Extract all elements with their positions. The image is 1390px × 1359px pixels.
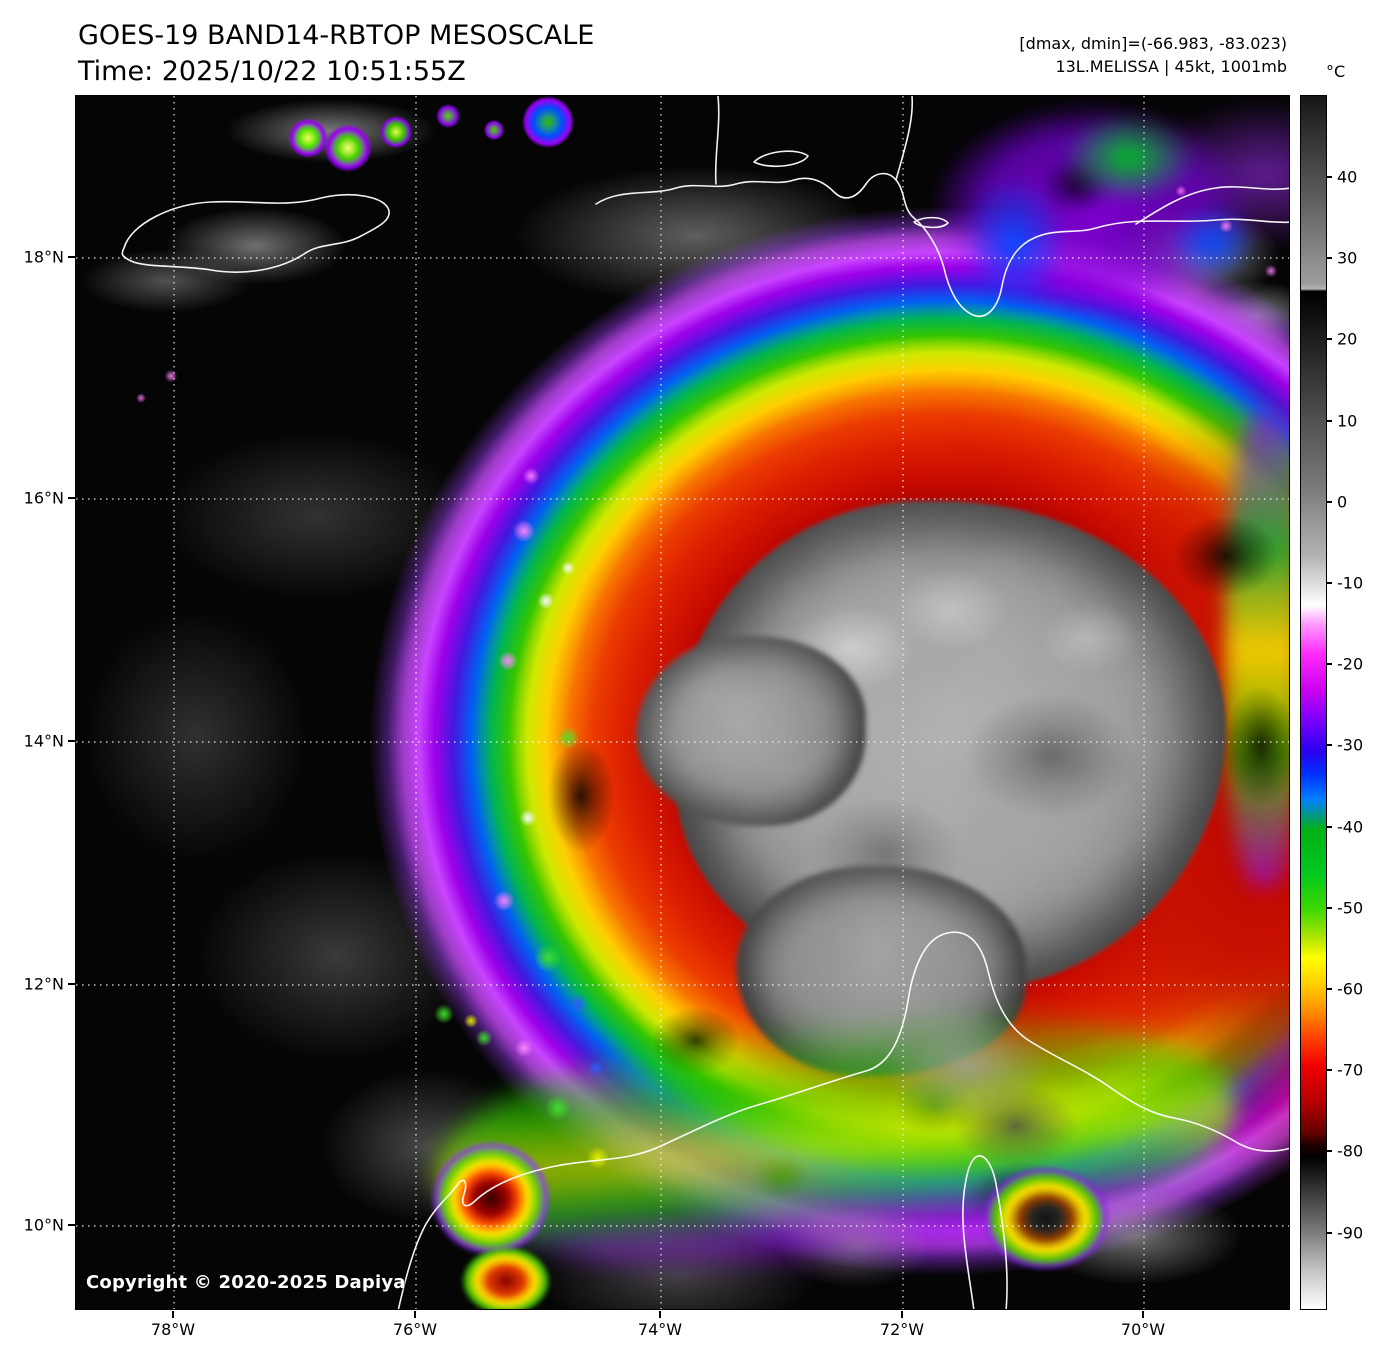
colorbar-tick-label: -40 xyxy=(1337,817,1364,837)
lon-tick xyxy=(901,1311,903,1318)
colorbar-tick-label: -80 xyxy=(1337,1141,1364,1161)
lat-tick xyxy=(68,1224,75,1226)
lon-tick xyxy=(414,1311,416,1318)
colorbar-tick-label: -60 xyxy=(1337,979,1364,999)
copyright-watermark: Copyright © 2020-2025 Dapiya xyxy=(86,1272,406,1293)
colorbar-tick-label: -10 xyxy=(1337,573,1364,593)
lon-tick xyxy=(172,1311,174,1318)
lat-label: 12°N xyxy=(23,974,64,994)
lon-label: 74°W xyxy=(637,1320,683,1339)
lon-label: 78°W xyxy=(150,1320,196,1339)
lat-tick xyxy=(68,740,75,742)
lon-tick xyxy=(1142,1311,1144,1318)
lat-tick xyxy=(68,256,75,258)
lat-label: 14°N xyxy=(23,731,64,751)
lat-label: 18°N xyxy=(23,247,64,267)
colorbar-tick-label: -50 xyxy=(1337,898,1364,918)
northwest-convective-cells xyxy=(76,96,1289,1309)
lon-label: 72°W xyxy=(879,1320,925,1339)
southwest-storm-cell xyxy=(431,1141,551,1256)
lon-tick xyxy=(659,1311,661,1318)
colorbar-tick-label: 30 xyxy=(1337,248,1358,268)
colorbar-tick-label: 10 xyxy=(1337,411,1358,431)
latitude-axis: 18°N 16°N 14°N 12°N 10°N xyxy=(0,95,70,1310)
header-title: GOES-19 BAND14-RBTOP MESOSCALE xyxy=(78,20,595,51)
lat-tick xyxy=(68,983,75,985)
lon-label: 70°W xyxy=(1120,1320,1166,1339)
lon-label: 76°W xyxy=(392,1320,438,1339)
southeast-storm-cell xyxy=(981,1166,1111,1271)
colorbar-tick-label: -30 xyxy=(1337,735,1364,755)
southwest-storm-cell-2 xyxy=(461,1246,551,1309)
celsius-unit-label: °C xyxy=(1326,62,1346,81)
colorbar-tick-label: -70 xyxy=(1337,1060,1364,1080)
dmax-dmin-readout: [dmax, dmin]=(-66.983, -83.023) xyxy=(1019,34,1287,53)
longitude-axis: 78°W 76°W 74°W 72°W 70°W xyxy=(75,1320,1290,1342)
colorbar-tick-label: 0 xyxy=(1337,492,1348,512)
lat-label: 16°N xyxy=(23,488,64,508)
lat-tick xyxy=(68,497,75,499)
colorbar-tick-label: 20 xyxy=(1337,329,1358,349)
colorbar-tick-label: 40 xyxy=(1337,167,1358,187)
header-timestamp: Time: 2025/10/22 10:51:55Z xyxy=(78,56,466,87)
colorbar-tick-label: -90 xyxy=(1337,1223,1364,1243)
colorbar-tick-label: -20 xyxy=(1337,654,1364,674)
lat-label: 10°N xyxy=(23,1215,64,1235)
storm-info-readout: 13L.MELISSA | 45kt, 1001mb xyxy=(1055,57,1287,76)
satellite-map: Copyright © 2020-2025 Dapiya xyxy=(75,95,1290,1310)
temperature-colorbar xyxy=(1300,95,1327,1310)
